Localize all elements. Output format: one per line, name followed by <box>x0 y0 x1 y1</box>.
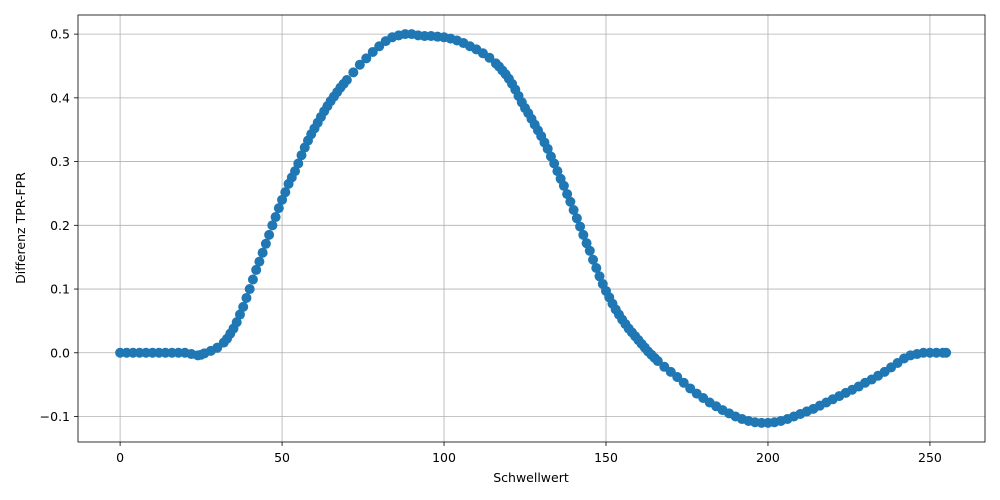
data-point <box>264 229 275 240</box>
data-point <box>562 189 573 200</box>
data-point <box>270 212 281 223</box>
data-point <box>231 317 242 328</box>
data-points <box>115 29 952 428</box>
x-axis-ticks: 0 50 100 150 200 250 <box>116 442 942 465</box>
data-point <box>280 187 291 198</box>
data-point <box>290 166 301 177</box>
y-tick-label: 0.5 <box>50 27 70 42</box>
data-point <box>588 254 599 265</box>
data-point <box>652 356 663 367</box>
data-point <box>241 292 252 303</box>
y-axis-label: Differenz TPR-FPR <box>13 172 28 284</box>
data-point <box>348 67 359 78</box>
data-point <box>257 247 268 258</box>
data-point <box>565 196 576 207</box>
y-tick-label: 0.1 <box>50 282 70 297</box>
data-point <box>558 180 569 191</box>
data-point <box>571 213 582 224</box>
data-point <box>542 143 553 154</box>
data-point <box>584 245 595 256</box>
data-point <box>484 52 495 63</box>
data-point <box>273 203 284 214</box>
x-tick-label: 100 <box>432 450 456 465</box>
data-point <box>354 59 365 70</box>
x-axis-label: Schwellwert <box>493 470 569 485</box>
data-point <box>341 75 352 86</box>
data-point <box>254 256 265 267</box>
data-point <box>672 371 683 382</box>
x-tick-label: 200 <box>756 450 780 465</box>
y-tick-label: 0.3 <box>50 154 70 169</box>
x-tick-label: 150 <box>594 450 618 465</box>
data-point <box>244 284 255 295</box>
data-point <box>238 301 249 312</box>
data-point <box>591 263 602 274</box>
x-tick-label: 50 <box>274 450 290 465</box>
x-tick-label: 250 <box>918 450 942 465</box>
data-point <box>293 158 304 169</box>
y-axis-ticks: −0.1 0.0 0.1 0.2 0.3 0.4 0.5 <box>40 27 78 424</box>
data-point <box>678 377 689 388</box>
data-point <box>267 220 278 231</box>
data-point <box>251 264 262 275</box>
data-point <box>575 221 586 232</box>
y-tick-label: −0.1 <box>40 409 70 424</box>
data-point <box>260 238 271 249</box>
y-tick-label: 0.2 <box>50 218 70 233</box>
data-point <box>296 150 307 161</box>
data-point <box>367 46 378 57</box>
plot-frame <box>77 14 986 443</box>
data-point <box>361 53 372 64</box>
y-tick-label: 0.0 <box>50 345 70 360</box>
data-point <box>594 271 605 282</box>
data-point <box>549 158 560 169</box>
data-point <box>277 194 288 205</box>
data-point <box>234 309 245 320</box>
data-point <box>552 166 563 177</box>
data-point <box>581 238 592 249</box>
data-point <box>247 274 258 285</box>
grid <box>78 15 985 442</box>
data-point <box>578 229 589 240</box>
x-tick-label: 0 <box>116 450 124 465</box>
data-point <box>568 205 579 216</box>
y-tick-label: 0.4 <box>50 90 70 105</box>
data-point <box>941 347 952 358</box>
